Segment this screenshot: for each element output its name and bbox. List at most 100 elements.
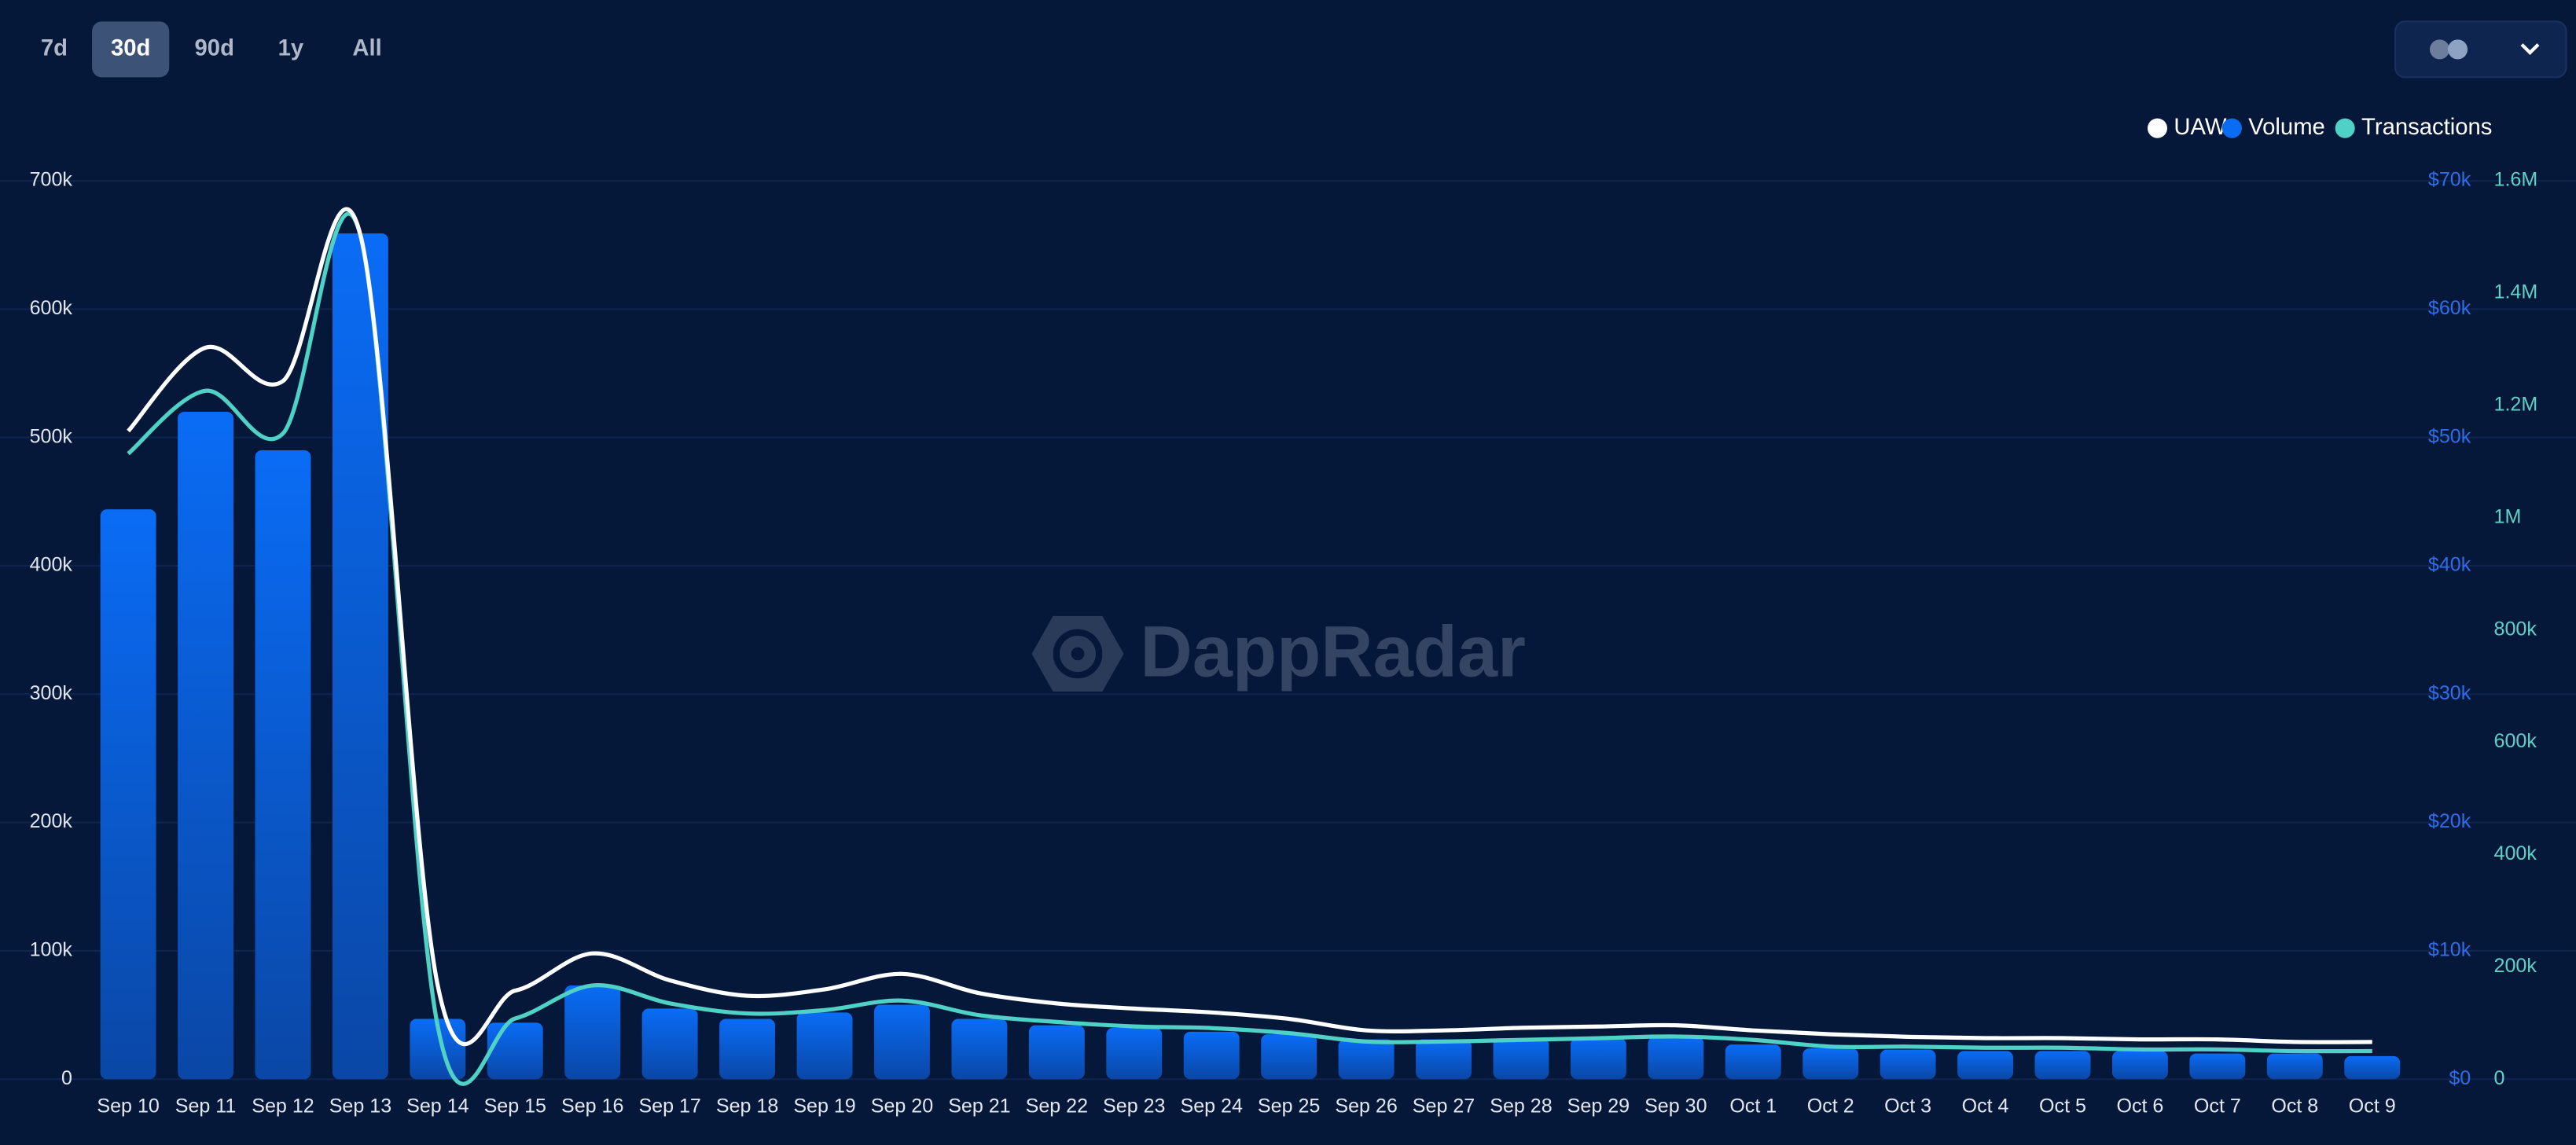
x-tick-label: Oct 9: [2349, 1095, 2396, 1117]
bar: [100, 509, 156, 1080]
x-tick-label: Sep 25: [1258, 1095, 1320, 1117]
x-tick-label: Sep 26: [1335, 1095, 1397, 1117]
x-tick-label: Oct 6: [2116, 1095, 2163, 1117]
bar: [1493, 1037, 1549, 1080]
y2-tick-label: $70k: [2428, 169, 2471, 191]
y2-tick-label: $10k: [2428, 939, 2471, 961]
x-tick-label: Sep 12: [252, 1095, 314, 1117]
y3-tick-label: 1.4M: [2494, 281, 2538, 303]
y-tick-label: 700k: [30, 169, 73, 191]
range-button[interactable]: All: [352, 36, 381, 61]
range-button[interactable]: 30d: [92, 21, 170, 78]
range-button-label[interactable]: 1y: [278, 36, 304, 61]
bar: [2344, 1055, 2401, 1080]
dropdown[interactable]: [2394, 20, 2567, 79]
bar: [1648, 1037, 1704, 1080]
x-tick-label: Sep 16: [561, 1095, 623, 1117]
y2-tick-label: $20k: [2428, 810, 2471, 832]
y3-tick-label: 1.6M: [2494, 169, 2538, 191]
chevron: [2520, 43, 2540, 55]
bar: [487, 1022, 543, 1080]
y2-tick-label: $60k: [2428, 297, 2471, 319]
y2-tick-label: $30k: [2428, 682, 2471, 704]
bar: [1725, 1044, 1781, 1080]
legend-label: Volume: [2248, 115, 2325, 140]
x-tick-label: Sep 13: [329, 1095, 391, 1117]
range-button-label[interactable]: 7d: [41, 36, 68, 61]
y-tick-label: 200k: [30, 810, 73, 832]
bar: [796, 1012, 853, 1080]
bar: [1183, 1031, 1240, 1080]
y-tick-label: 300k: [30, 682, 73, 704]
bar: [1338, 1039, 1395, 1080]
bar: [1880, 1049, 1936, 1080]
x-tick-label: Oct 1: [1729, 1095, 1777, 1117]
axes: 0 100k 200k 300k 400k 500k 600k 700k $0 $10k $20k $…: [30, 169, 2538, 1117]
x-tick-label: Sep 24: [1180, 1095, 1242, 1117]
dropdown-box[interactable]: [2394, 20, 2567, 79]
x-tick-label: Sep 11: [175, 1095, 237, 1117]
bar: [1028, 1025, 1085, 1080]
bar: [2266, 1053, 2323, 1080]
watermark-text: DappRadar: [1140, 611, 1525, 692]
x-tick-label: Sep 21: [948, 1095, 1010, 1117]
bar: [874, 1004, 930, 1080]
range-button-bg[interactable]: [92, 21, 170, 78]
x-tick-label: Oct 5: [2039, 1095, 2086, 1117]
y2-tick-label: $40k: [2428, 554, 2471, 576]
range-buttons: 7d 30d 90d 1y All: [41, 21, 382, 78]
y3-tick-label: 600k: [2494, 730, 2537, 752]
y3-tick-label: 800k: [2494, 618, 2537, 640]
x-tick-label: Sep 28: [1490, 1095, 1552, 1117]
legend-marker: [2147, 118, 2168, 138]
bar: [2034, 1051, 2091, 1080]
x-tick-label: Sep 14: [406, 1095, 469, 1117]
x-tick-label: Sep 17: [638, 1095, 700, 1117]
y-tick-label: 400k: [30, 554, 73, 576]
range-button-label[interactable]: All: [352, 36, 381, 61]
bar: [1570, 1037, 1626, 1080]
chain-icon: [2447, 39, 2468, 60]
bar: [332, 233, 388, 1080]
bar: [1802, 1048, 1859, 1080]
range-button-label[interactable]: 30d: [111, 36, 150, 61]
y2-tick-label: $0: [2449, 1067, 2471, 1089]
x-tick-label: Oct 4: [1962, 1095, 2009, 1117]
bar: [255, 450, 311, 1080]
y3-tick-label: 1.2M: [2494, 393, 2538, 415]
y3-tick-label: 1M: [2494, 505, 2522, 527]
x-tick-label: Sep 29: [1567, 1095, 1630, 1117]
watermark: DappRadar: [1031, 611, 1526, 692]
range-button[interactable]: 7d: [41, 36, 68, 61]
legend: UAW Volume Transactions: [2147, 115, 2492, 140]
x-tick-label: Oct 7: [2194, 1095, 2241, 1117]
bar: [641, 1008, 698, 1080]
bar: [1957, 1051, 2014, 1080]
x-tick-label: Sep 30: [1644, 1095, 1707, 1117]
y3-tick-label: 0: [2494, 1067, 2505, 1089]
legend-marker: [2335, 118, 2355, 138]
range-button-label[interactable]: 90d: [195, 36, 234, 61]
y-tick-label: 100k: [30, 939, 73, 961]
bar: [1106, 1027, 1163, 1080]
watermark-logo-ring: [1053, 629, 1103, 679]
bar: [1416, 1039, 1472, 1080]
range-button[interactable]: 90d: [195, 36, 234, 61]
y-tick-label: 0: [61, 1067, 72, 1089]
legend-label: UAW: [2174, 115, 2227, 140]
legend-label: Transactions: [2361, 115, 2492, 140]
x-tick-label: Sep 22: [1026, 1095, 1088, 1117]
watermark-logo-dot: [1071, 647, 1085, 661]
bar: [178, 412, 233, 1080]
lines: [127, 207, 2372, 1086]
y-tick-label: 600k: [30, 297, 73, 319]
y3-tick-label: 400k: [2494, 842, 2537, 864]
bars: [100, 233, 2401, 1080]
y3-tick-label: 200k: [2494, 955, 2537, 977]
y2-tick-label: $50k: [2428, 425, 2471, 447]
range-button[interactable]: 1y: [278, 36, 304, 61]
bar: [719, 1018, 776, 1080]
chain-icon: [2429, 39, 2450, 60]
x-tick-label: Sep 20: [871, 1095, 933, 1117]
